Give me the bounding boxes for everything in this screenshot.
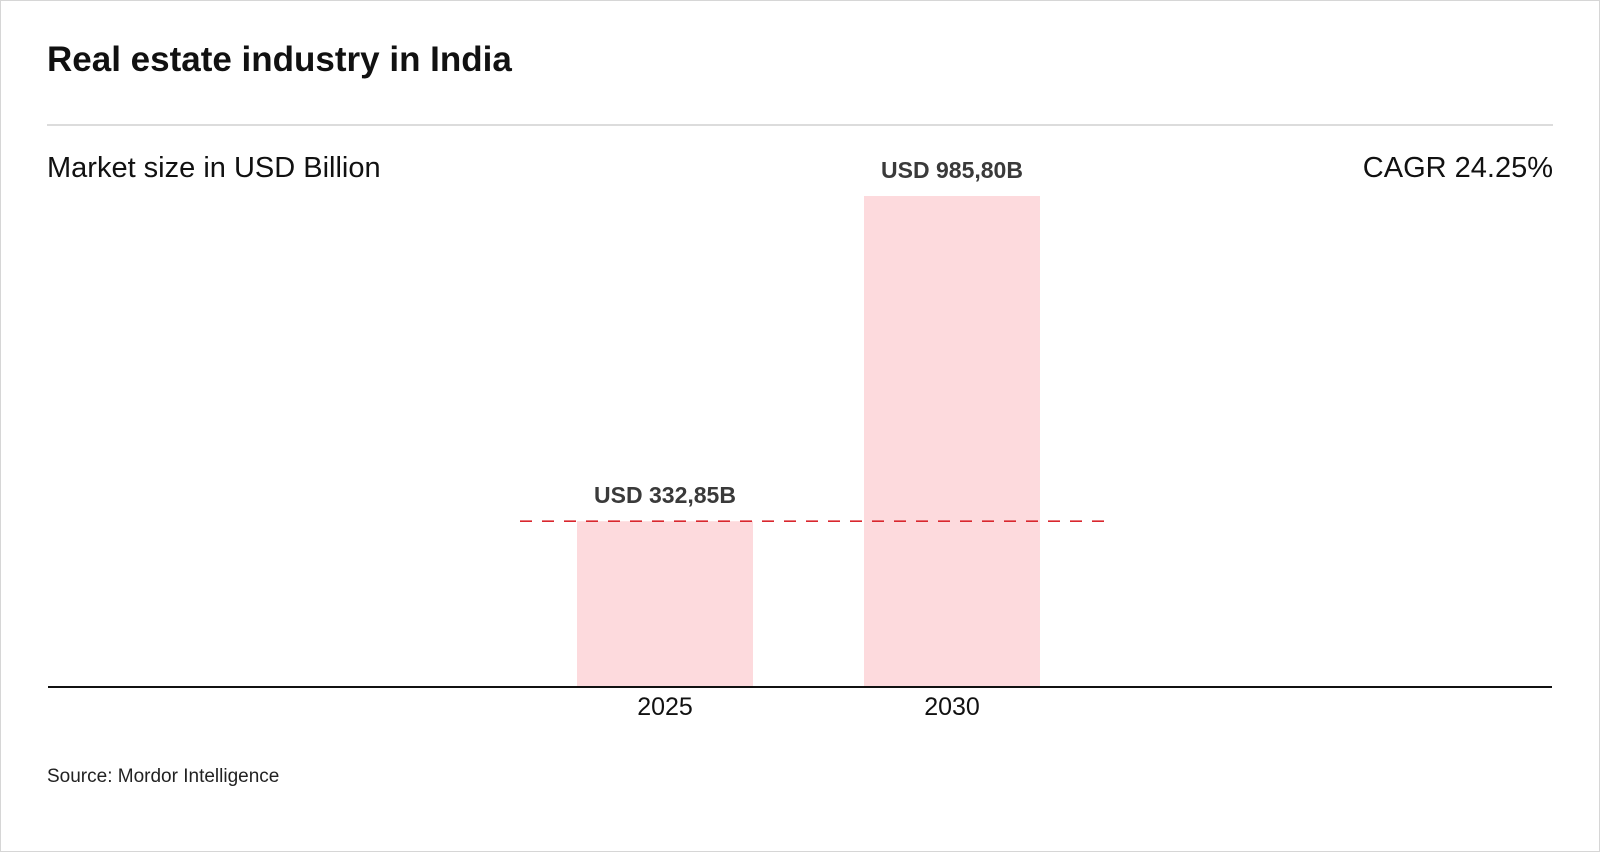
bar-2030 [864, 196, 1040, 687]
bar-2025 [577, 521, 753, 687]
data-label-2025: USD 332,85B [594, 482, 736, 508]
page-title: Real estate industry in India [47, 40, 512, 79]
cagr-label: CAGR 24.25% [1362, 152, 1553, 184]
data-label-2030: USD 985,80B [881, 157, 1023, 183]
source-note: Source: Mordor Intelligence [47, 766, 280, 787]
title-divider [47, 124, 1553, 126]
x-tick-label-2025: 2025 [637, 693, 693, 721]
x-tick-label-2030: 2030 [924, 693, 980, 721]
chart-subtitle: Market size in USD Billion [47, 152, 381, 184]
